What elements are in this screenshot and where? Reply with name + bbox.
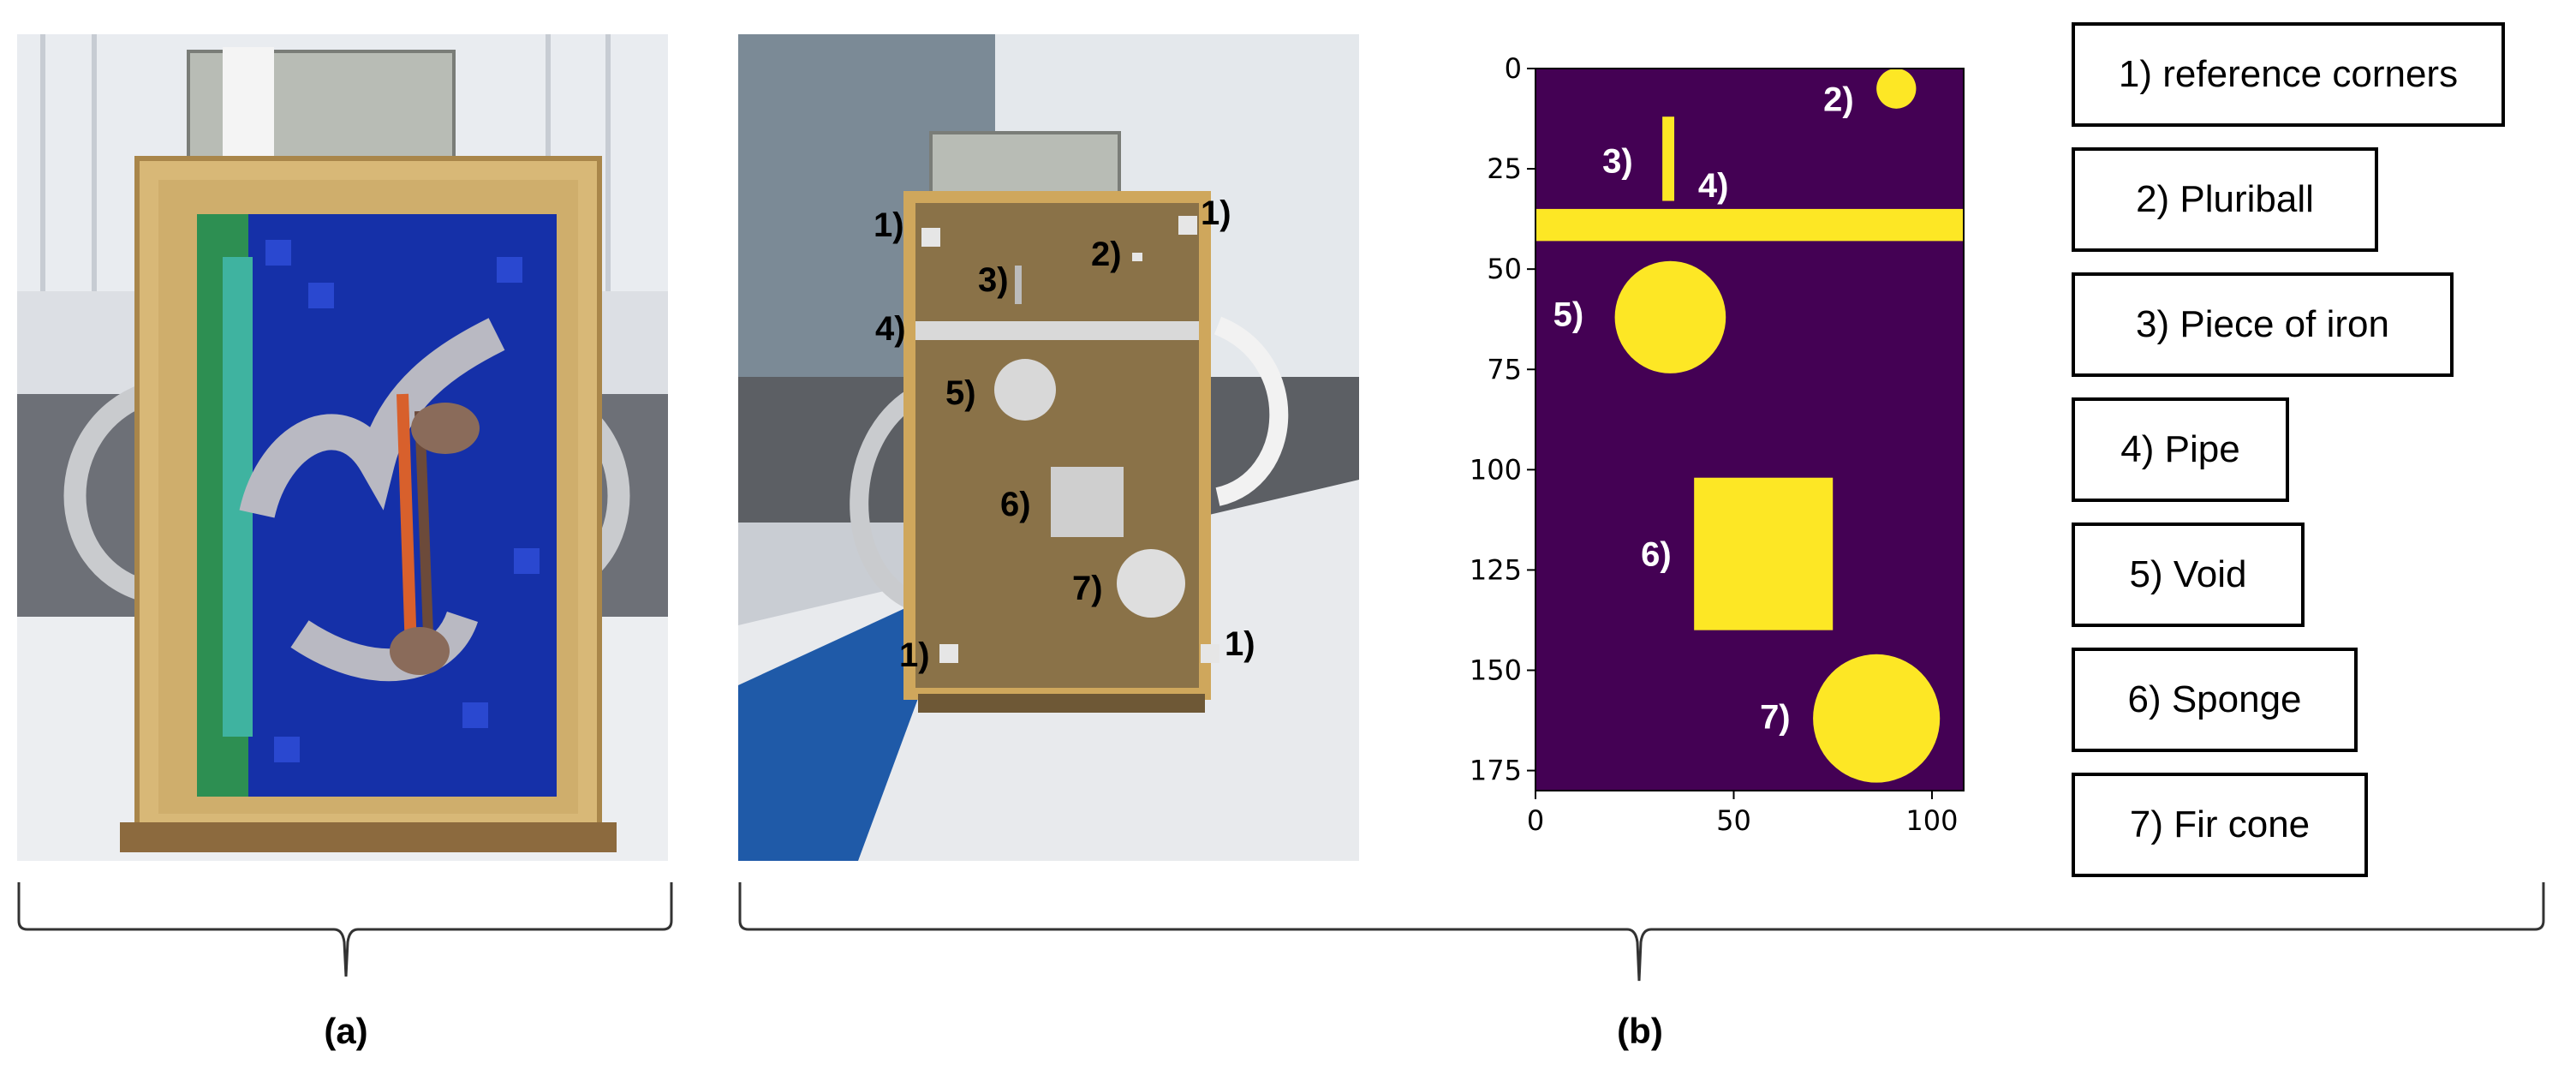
plot-frame: [1535, 68, 1965, 791]
photo-mosaic-box: [17, 34, 668, 861]
photo-label-fir-cone: 7): [1072, 570, 1103, 607]
y-tick-label: 125: [1470, 553, 1522, 586]
photo-label-pipe: 4): [875, 310, 906, 348]
plot-object-3: [1535, 208, 1964, 242]
photo-label-pluriball: 2): [1091, 236, 1122, 273]
legend-item-reference-corners: 1) reference corners: [2072, 22, 2505, 127]
plot-object-2: [1662, 116, 1675, 201]
photo-label-corner-tl: 1): [874, 206, 904, 244]
photo-label-void: 5): [945, 374, 976, 412]
photo-label-sponge: 6): [1000, 486, 1031, 523]
brace-a: [17, 882, 673, 977]
legend-item-piece-of-iron: 3) Piece of iron: [2072, 272, 2454, 377]
plot-object-5: [1694, 477, 1834, 630]
legend-item-sponge: 6) Sponge: [2072, 648, 2358, 752]
photo-label-corner-br: 1): [1225, 625, 1255, 663]
mask-plot: 0 25 50 75 100 125 150 175 0 50 100 2) 3) 4) 5) 6) 7): [1404, 34, 1987, 865]
plot-object-1: [1876, 69, 1917, 109]
legend-item-void: 5) Void: [2072, 523, 2305, 627]
plot-object-4: [1614, 260, 1726, 373]
x-tick-label: 50: [1716, 804, 1751, 837]
plot-object-label: 6): [1641, 536, 1672, 574]
legend-item-fir-cone: 7) Fir cone: [2072, 773, 2368, 877]
legend-item-pipe: 4) Pipe: [2072, 397, 2289, 502]
photo-label-corner-bl: 1): [899, 636, 930, 674]
brace-b: [738, 882, 2545, 982]
photo-label-iron: 3): [978, 261, 1009, 299]
plot-object-6: [1813, 654, 1941, 783]
legend-item-pluriball: 2) Pluriball: [2072, 147, 2378, 252]
plot-object-label: 2): [1823, 81, 1854, 118]
x-tick-label: 0: [1527, 804, 1544, 837]
y-tick-label: 100: [1470, 453, 1522, 486]
plot-object-label: 3): [1602, 142, 1633, 180]
y-tick-label: 25: [1487, 152, 1522, 185]
y-tick-label: 0: [1505, 52, 1522, 85]
photo-label-corner-tr: 1): [1201, 194, 1231, 232]
caption-b: (b): [1617, 1011, 1663, 1051]
plot-object-label: 4): [1698, 167, 1729, 205]
y-tick-label: 75: [1487, 353, 1522, 385]
plot-object-label: 5): [1553, 296, 1584, 333]
plot-object-label: 7): [1760, 699, 1791, 737]
y-tick-label: 50: [1487, 253, 1522, 285]
x-tick-label: 100: [1905, 804, 1958, 837]
y-tick-label: 175: [1470, 755, 1522, 787]
photo-box-inclusions: 1) 1) 2) 3) 4) 5) 6) 7) 1) 1): [738, 34, 1359, 861]
caption-a: (a): [324, 1011, 368, 1051]
y-tick-label: 150: [1470, 654, 1522, 687]
